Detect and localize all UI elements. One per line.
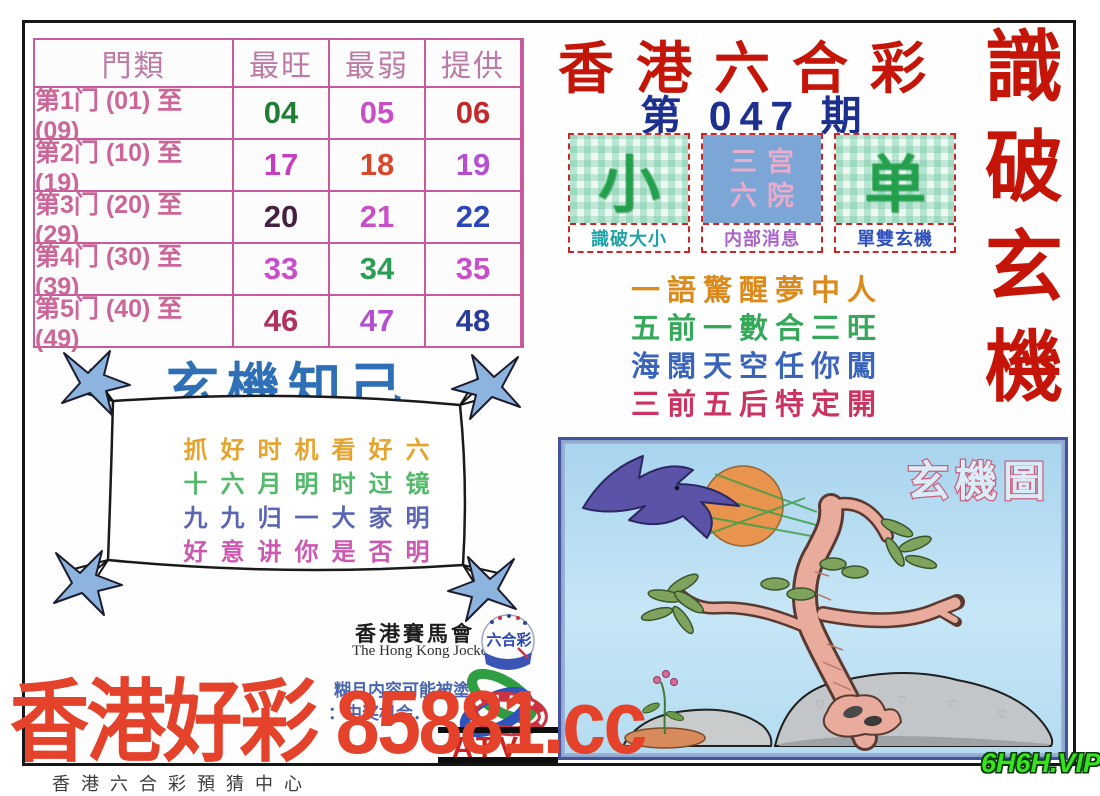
watermark-site: 6H6H.VIP [981,748,1100,778]
number-cell: 47 [330,296,424,346]
row-label: 第3门 (20) 至 (29) [35,191,232,249]
tip-box-label: 識破大小 [570,223,688,251]
tip-glyph: 单 [863,151,926,220]
mystery-picture-drawing: ♡♡♡ ♡♡♡ [582,455,1054,751]
table-header-provided: 提供 [426,40,520,86]
sun-icon [702,465,784,547]
category-table: 門類 最旺 最弱 提供 第1门 (01) 至 (09) 04 05 06 第2门… [33,38,524,353]
number-cell: 05 [330,88,424,138]
banner-verse-line: 好意讲你是否明 [183,539,443,566]
tip-glyph: 小 [597,151,660,220]
row-label: 第1门 (01) 至 (09) [35,87,232,145]
tip-box-size: 小 識破大小 [568,133,690,253]
tip-box-label: 内部消息 [703,223,821,251]
row-label: 第4门 (30) 至 (39) [35,243,232,301]
svg-text:♡: ♡ [997,709,1007,721]
number-cell: 19 [426,140,520,190]
swallow-icon [53,550,123,616]
verse-line: 三前五后特定開 [630,389,883,421]
slogan-char: 破 [984,123,1063,211]
tip-box-image: 小 [570,135,688,223]
number-cell: 46 [234,296,328,346]
swallow-icon [451,354,521,420]
mystery-picture-sky: ♡♡♡ ♡♡♡ [563,442,1063,755]
number-cell: 22 [426,192,520,242]
disclaimer-line-1: 糊且内容可能被塗 [334,681,470,700]
number-cell: 34 [330,244,424,294]
verse-line: 一語驚醒夢中人 [630,275,883,307]
slogan-char: 識 [984,23,1063,111]
svg-text:♡: ♡ [947,699,957,711]
number-cell: 33 [234,244,328,294]
banner-verse-line: 九九归一大家明 [183,505,443,532]
verse-line: 五前一數合三旺 [630,313,883,345]
tip-box-image: 三宫 六院 [703,135,821,223]
number-cell: 06 [426,88,520,138]
banner-drawing [53,350,521,622]
mark-six-badge: 六合彩 [481,614,535,670]
number-cell: 17 [234,140,328,190]
divider-bar [438,757,558,763]
number-cell: 21 [330,192,424,242]
verse-block: 一語驚醒夢中人 五前一數合三旺 海闊天空任你闖 三前五后特定開 [562,272,952,424]
badge-label: 六合彩 [486,631,531,649]
picture-title: 玄機圖 [907,458,1051,505]
tip-box-insider: 三宫 六院 内部消息 [701,133,823,253]
tip-box-label: 單雙玄機 [836,223,954,251]
tip-box-oddeven: 单 單雙玄機 [834,133,956,253]
slogan-char: 機 [984,323,1063,411]
brand-title: 香港六合彩 [558,37,948,100]
tree-root [822,694,903,738]
footer-text: 香港六合彩預猜中心 [52,774,313,794]
watermark-main: 香港好彩 85881.cc [10,673,647,773]
vertical-slogan: 識 破 玄 機 [972,28,1076,406]
number-cell: 18 [330,140,424,190]
table-header-category: 門類 [35,40,232,86]
swallow-icon [61,350,131,416]
palace-line: 三宫 [730,147,804,177]
palace-line: 六院 [730,181,804,211]
issue-number: 第 047 期 [640,93,870,139]
raven-icon [582,455,740,539]
jockey-club-name-cn: 香港賽馬會 [355,623,475,646]
row-label: 第2门 (10) 至 (19) [35,139,232,197]
row-label: 第5门 (40) 至 (49) [35,295,232,353]
svg-text:♡: ♡ [897,695,907,707]
disclaimer-line-2: ：中奖机会． [328,704,430,723]
leaf-clusters [640,518,938,635]
swallow-icon [447,556,517,622]
number-cell: 35 [426,244,520,294]
table-header-weakest: 最弱 [330,40,424,86]
flower-plant [624,670,706,749]
number-cell: 20 [234,192,328,242]
table-header-strongest: 最旺 [234,40,328,86]
banner-verse-block: 抓好时机看好六 十六月明时过镜 九九归一大家明 好意讲你是否明 [148,434,478,570]
divider-bar [438,727,558,733]
badge-stars [490,614,527,625]
banner-verse-line: 抓好时机看好六 [183,437,443,464]
number-cell: 48 [426,296,520,346]
tip-box-image: 单 [836,135,954,223]
verse-line: 海闊天空任你闖 [630,351,883,383]
number-cell: 04 [234,88,328,138]
svg-text:♡: ♡ [815,699,825,711]
trunk-texture [814,571,852,691]
mystery-picture-panel: ♡♡♡ ♡♡♡ [558,437,1068,760]
banner-verse-line: 十六月明时过镜 [183,471,443,498]
slogan-char: 玄 [984,223,1063,311]
